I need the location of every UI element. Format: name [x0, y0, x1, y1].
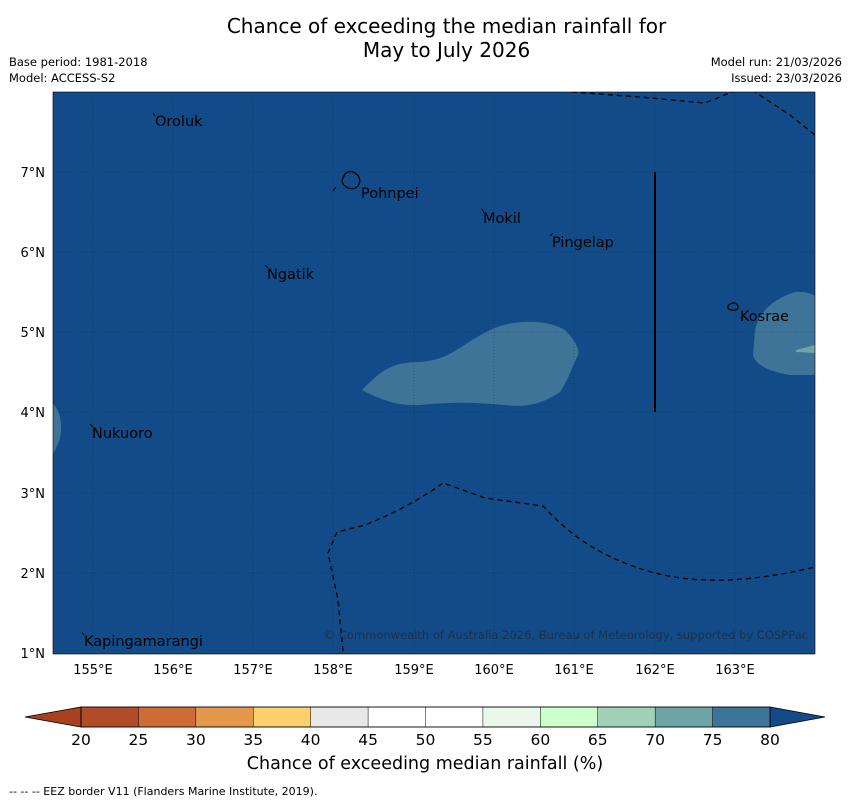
ant-atoll-mark: [332, 186, 337, 192]
colorbar-high-extend: [769, 706, 826, 728]
label-kosrae: Kosrae: [740, 309, 789, 325]
colorbar-frame: [80, 706, 771, 728]
colorbar-segment: [80, 706, 139, 728]
colorbar-segment: [425, 706, 484, 728]
colorbar-tick-label: 35: [243, 731, 263, 749]
copyright-text: © Commonwealth of Australia 2026, Bureau…: [324, 628, 808, 642]
x-axis-ticks: 155°E 156°E 157°E 158°E 159°E 160°E 161°…: [73, 663, 755, 678]
map-frame: [52, 91, 816, 655]
label-mokil: Mokil: [483, 211, 521, 227]
y-tick-2n: 2°N: [21, 567, 46, 582]
y-tick-4n: 4°N: [21, 406, 46, 421]
colorbar-segment: [482, 706, 541, 728]
colorbar-tick-label: 80: [760, 731, 780, 749]
x-tick-156e: 156°E: [153, 663, 193, 678]
label-oroluk: Oroluk: [155, 114, 203, 130]
colorbar: 20 25 30 35 40 45 50 55 60 65 70 75 80: [24, 706, 826, 749]
x-tick-155e: 155°E: [73, 663, 113, 678]
colorbar-segment: [712, 706, 771, 728]
colorbar-label: Chance of exceeding median rainfall (%): [246, 754, 604, 774]
colorbar-ticks: 20 25 30 35 40 45 50 55 60 65 70 75 80: [71, 731, 780, 749]
x-tick-157e: 157°E: [233, 663, 273, 678]
atoll-marks: [81, 112, 554, 636]
place-labels: Oroluk Pohnpei Mokil Pingelap Ngatik Kos…: [84, 114, 789, 650]
colorbar-tick-label: 25: [129, 731, 149, 749]
region-70-75-central: [362, 321, 579, 406]
title-line-2: May to July 2026: [362, 38, 531, 62]
region-65-70-east: [796, 345, 815, 353]
colorbar-low-extend: [24, 706, 82, 728]
kosrae-island: [727, 302, 739, 311]
colorbar-segment: [597, 706, 656, 728]
colorbar-tick-label: 75: [703, 731, 723, 749]
label-kapingamarangi: Kapingamarangi: [84, 634, 203, 650]
pohnpei-island: [341, 170, 361, 190]
x-tick-160e: 160°E: [474, 663, 514, 678]
eez-footnote: -- -- -- EEZ border V11 (Flanders Marine…: [9, 785, 318, 798]
colorbar-tick-label: 20: [71, 731, 91, 749]
map-area: Oroluk Pohnpei Mokil Pingelap Ngatik Kos…: [53, 92, 815, 654]
x-tick-161e: 161°E: [554, 663, 594, 678]
colorbar-segment: [540, 706, 599, 728]
y-tick-7n: 7°N: [21, 166, 46, 181]
colorbar-tick-label: 45: [358, 731, 378, 749]
chart-title: Chance of exceeding the median rainfall …: [0, 14, 850, 62]
x-tick-162e: 162°E: [635, 663, 675, 678]
y-tick-5n: 5°N: [21, 326, 46, 341]
colorbar-tick-label: 65: [588, 731, 608, 749]
colorbar-tick-label: 40: [301, 731, 321, 749]
colorbar-tick-label: 70: [645, 731, 665, 749]
y-tick-3n: 3°N: [21, 487, 46, 502]
colorbar-segments: [80, 706, 771, 728]
y-tick-6n: 6°N: [21, 246, 46, 261]
colorbar-segment: [253, 706, 312, 728]
colorbar-segment: [195, 706, 254, 728]
colorbar-segment: [367, 706, 427, 728]
eez-borders: [327, 92, 815, 654]
meta-right: Model run: 21/03/2026 Issued: 23/03/2026: [711, 54, 842, 86]
colorbar-segment: [310, 706, 369, 728]
issued-date: Issued: 23/03/2026: [731, 71, 842, 85]
colorbar-segment: [654, 706, 714, 728]
y-tick-1n: 1°N: [21, 647, 46, 662]
title-line-1: Chance of exceeding the median rainfall …: [226, 14, 667, 38]
region-70-75-east: [753, 291, 815, 375]
colorbar-segment: [138, 706, 197, 728]
label-ngatik: Ngatik: [267, 267, 315, 283]
x-tick-163e: 163°E: [715, 663, 755, 678]
colorbar-tick-label: 30: [186, 731, 206, 749]
y-axis-ticks: 7°N 6°N 5°N 4°N 3°N 2°N 1°N: [21, 166, 46, 662]
label-pohnpei: Pohnpei: [361, 186, 419, 202]
region-70-75-west: [53, 404, 62, 455]
x-tick-159e: 159°E: [394, 663, 434, 678]
base-period: Base period: 1981-2018: [9, 55, 148, 69]
colorbar-tick-label: 50: [416, 731, 436, 749]
model-run: Model run: 21/03/2026: [710, 55, 842, 69]
label-nukuoro: Nukuoro: [92, 426, 153, 442]
label-pingelap: Pingelap: [552, 235, 614, 251]
x-tick-158e: 158°E: [313, 663, 353, 678]
colorbar-tick-label: 55: [473, 731, 493, 749]
model-name: Model: ACCESS-S2: [9, 71, 116, 85]
colorbar-tick-label: 60: [530, 731, 550, 749]
meta-left: Base period: 1981-2018 Model: ACCESS-S2: [9, 54, 148, 86]
